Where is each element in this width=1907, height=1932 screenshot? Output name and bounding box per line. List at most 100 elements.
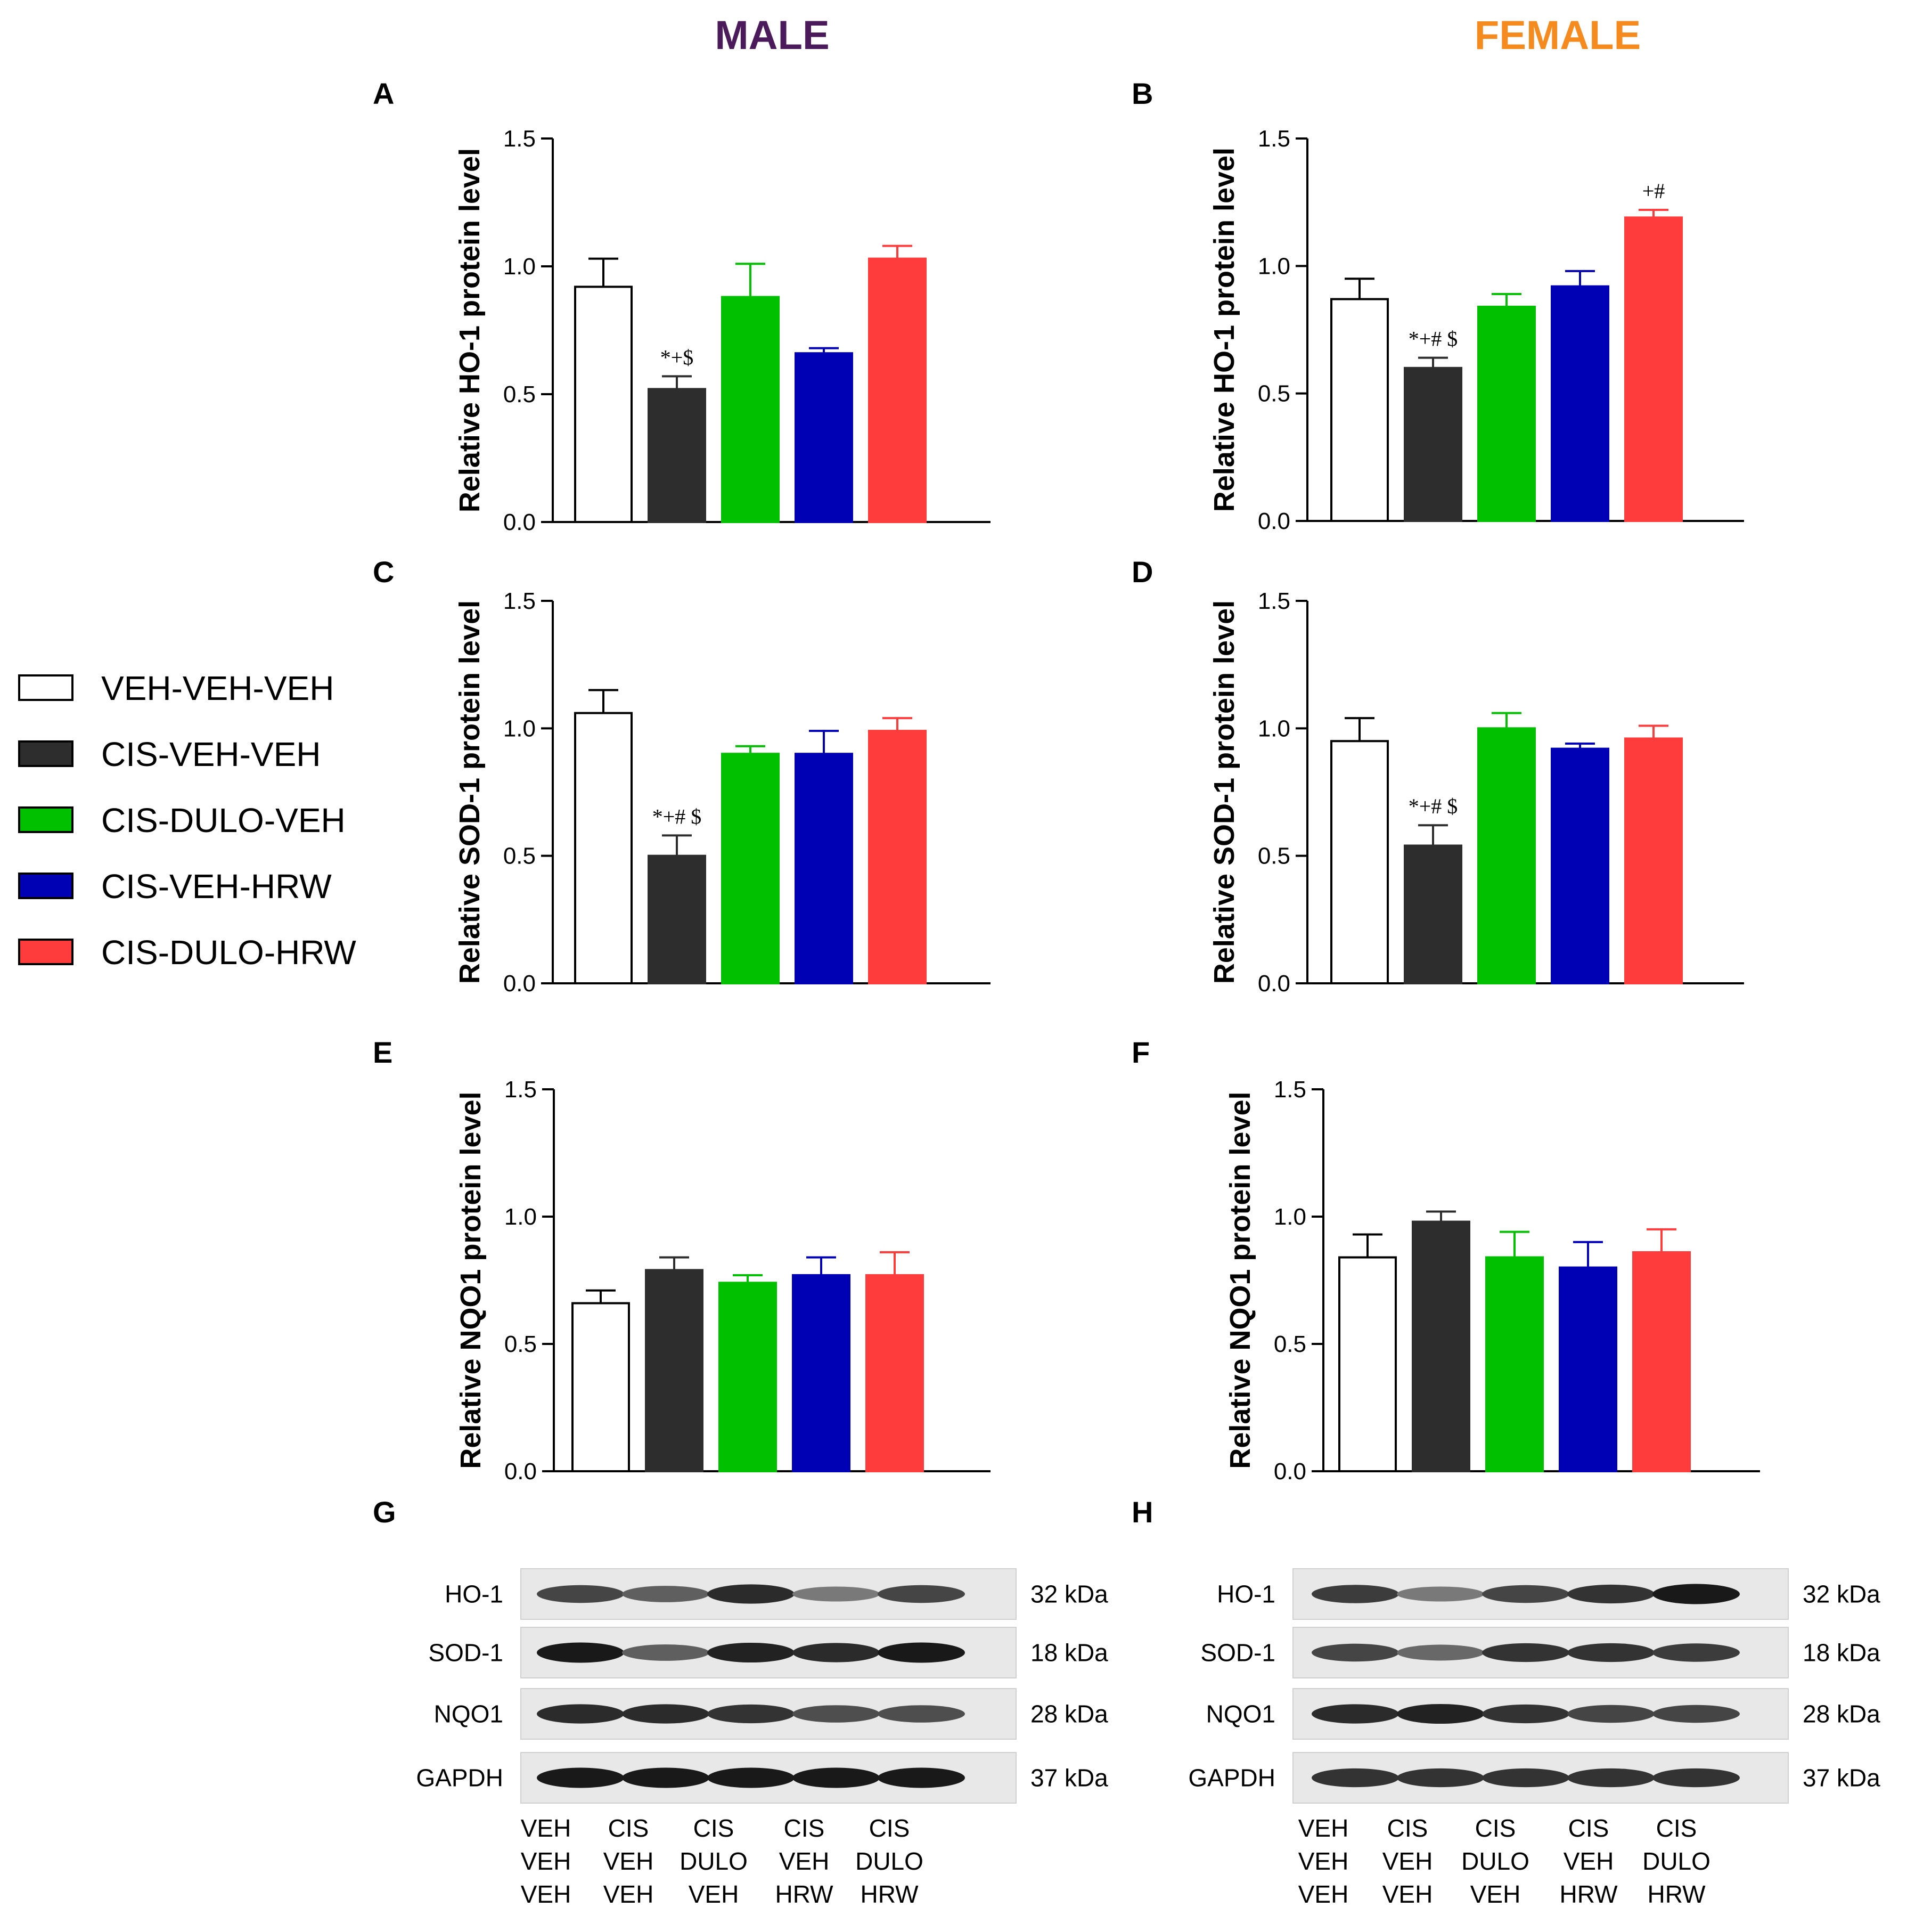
y-tick-label: 1.0	[1274, 1204, 1306, 1230]
y-axis-label: Relative SOD-1 protein level	[1208, 600, 1240, 984]
lane-label: VEH	[1298, 1880, 1349, 1908]
bar	[1477, 727, 1536, 985]
blot-band	[1567, 1768, 1655, 1788]
bar	[718, 1282, 777, 1473]
significance-label: *+$	[660, 345, 694, 369]
blot-band	[1652, 1584, 1740, 1604]
blot-protein-label: SOD-1	[428, 1639, 503, 1667]
lane-label: VEH	[521, 1847, 571, 1875]
blot-protein-label: HO-1	[445, 1580, 503, 1608]
lane-label: VEH	[521, 1880, 571, 1908]
bar	[868, 730, 927, 984]
y-tick-label: 0.0	[503, 509, 536, 535]
bar	[1330, 740, 1389, 985]
lane-label: HRW	[1647, 1880, 1706, 1908]
bar	[795, 753, 853, 984]
female-heading: FEMALE	[1475, 13, 1641, 58]
bar	[1412, 1220, 1470, 1473]
western-blots: G HO-1 32 kDa SOD-1 18 kDa NQO1 28 kDa GAPDH 37 …	[373, 1495, 1880, 1908]
lane-label: VEH	[1382, 1847, 1433, 1875]
lane-label: CIS	[693, 1814, 734, 1842]
lane-label: VEH	[521, 1814, 571, 1842]
bar	[645, 1269, 703, 1472]
bar	[1338, 1256, 1397, 1472]
blot-kda-label: 18 kDa	[1803, 1639, 1880, 1667]
blot-kda-label: 37 kDa	[1803, 1764, 1880, 1792]
legend-swatch	[18, 939, 73, 965]
blot-kda-label: 32 kDa	[1803, 1580, 1880, 1608]
chart-panel-a: A 0.0 0.5 1.0 1.5 Relative HO-1 protein level…	[373, 77, 991, 535]
blot-band	[537, 1704, 624, 1724]
panel-letter: E	[373, 1036, 392, 1069]
bar	[1559, 1266, 1617, 1473]
y-tick-label: 1.5	[1274, 1077, 1306, 1103]
chart-panel-c: C 0.0 0.5 1.0 1.5 Relative SOD-1 protein leve…	[373, 555, 991, 997]
panel-letter: H	[1132, 1495, 1153, 1529]
blot-band	[1482, 1768, 1569, 1788]
panel-letter: F	[1132, 1036, 1150, 1069]
bar	[648, 854, 706, 984]
blot-band	[1482, 1585, 1569, 1603]
bar	[1624, 216, 1683, 522]
y-tick-label: 1.5	[1258, 126, 1290, 152]
bar	[574, 286, 633, 524]
y-tick-label: 1.5	[503, 126, 536, 152]
blot-band	[1482, 1643, 1569, 1662]
chart-panel-f: F 0.0 0.5 1.0 1.5 Relative NQO1 protein level	[1132, 1036, 1760, 1485]
blot-band	[1397, 1644, 1484, 1661]
lane-label: CIS	[1656, 1814, 1697, 1842]
blot-panel-g: G HO-1 32 kDa SOD-1 18 kDa NQO1 28 kDa GAPDH 37 …	[373, 1495, 1108, 1908]
blot-panel-h: H HO-1 32 kDa SOD-1 18 kDa NQO1 28 kDa GAPDH 37 …	[1132, 1495, 1880, 1908]
y-axis-label: Relative NQO1 protein level	[1224, 1091, 1256, 1469]
y-tick-label: 0.5	[503, 843, 536, 869]
blot-band	[622, 1586, 709, 1602]
blot-protein-label: HO-1	[1217, 1580, 1275, 1608]
legend-label: CIS-DULO-HRW	[101, 933, 356, 972]
blot-band	[792, 1586, 880, 1602]
legend-swatch	[18, 806, 73, 833]
blot-band	[707, 1704, 795, 1724]
blot-band	[1482, 1704, 1569, 1724]
blot-band	[1397, 1768, 1484, 1788]
lane-label: DULO	[680, 1847, 748, 1875]
bar	[1624, 737, 1683, 984]
blot-kda-label: 28 kDa	[1030, 1700, 1108, 1728]
bar	[865, 1274, 924, 1472]
bar	[648, 388, 706, 524]
blot-band	[1567, 1584, 1655, 1604]
y-tick-label: 0.0	[503, 971, 536, 997]
blot-band	[707, 1767, 795, 1788]
blot-protein-label: NQO1	[1206, 1700, 1275, 1728]
blot-kda-label: 18 kDa	[1030, 1639, 1108, 1667]
bar	[721, 753, 780, 984]
chart-panel-d: D 0.0 0.5 1.0 1.5 Relative SOD-1 protein leve…	[1132, 555, 1744, 997]
y-tick-label: 0.5	[1258, 843, 1290, 869]
lane-label: DULO	[1461, 1847, 1529, 1875]
blot-band	[1652, 1705, 1740, 1723]
blot-band	[878, 1767, 965, 1788]
y-tick-label: 0.5	[1274, 1331, 1306, 1357]
blot-band	[1567, 1643, 1655, 1662]
blot-band	[1652, 1643, 1740, 1662]
panel-letter: G	[373, 1495, 396, 1529]
significance-label: *+# $	[1409, 794, 1458, 818]
lane-label: HRW	[860, 1880, 919, 1908]
blot-band	[537, 1585, 624, 1603]
bar	[1404, 844, 1462, 985]
significance-label: *+# $	[652, 804, 702, 828]
y-tick-label: 1.5	[503, 588, 536, 614]
legend-label: VEH-VEH-VEH	[101, 669, 334, 707]
lane-label: VEH	[1298, 1847, 1349, 1875]
blot-band	[792, 1767, 880, 1788]
bar	[1551, 747, 1609, 985]
legend-label: CIS-VEH-HRW	[101, 867, 332, 906]
blot-band	[1312, 1704, 1399, 1724]
blot-band	[622, 1704, 709, 1724]
lane-label: CIS	[1568, 1814, 1609, 1842]
bar	[574, 712, 633, 984]
lane-label: CIS	[608, 1814, 649, 1842]
y-tick-label: 1.0	[1258, 715, 1290, 741]
legend-swatch	[18, 674, 73, 701]
blot-band	[707, 1584, 795, 1604]
y-tick-label: 1.0	[504, 1204, 537, 1230]
